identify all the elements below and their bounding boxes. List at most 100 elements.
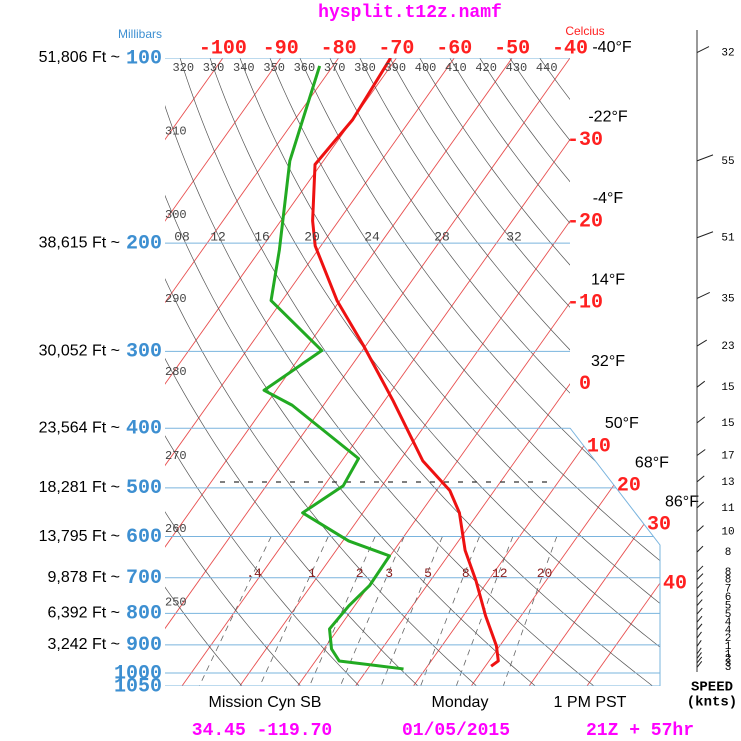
pressure-tick-label: 100: [126, 47, 162, 70]
wind-barb: [696, 380, 706, 388]
wind-speed-label: 5: [725, 609, 732, 621]
mixing-ratio-label: 3: [385, 566, 393, 581]
mixing-ratio-label: .4: [246, 566, 262, 581]
isotherm: [165, 58, 455, 686]
theta-w-label: 12: [210, 229, 226, 244]
dry-adiabat: [449, 58, 660, 686]
pressure-tick-label: 1000: [114, 662, 162, 685]
altitude-label: 9,878 Ft ~: [48, 569, 121, 586]
isotherm: [181, 58, 629, 686]
dry-adiabat: [165, 58, 243, 686]
altitude-label: 3,242 Ft ~: [48, 636, 121, 653]
theta-label: 340: [233, 61, 255, 75]
dry-adiabat: [479, 58, 660, 686]
dry-adiabat: [209, 58, 660, 686]
isotherm: [165, 58, 397, 686]
isotherm: [528, 58, 660, 686]
wind-speed-label: 2: [725, 653, 732, 665]
temperature-tick-label: -100: [199, 37, 247, 60]
wind-barb: [696, 590, 703, 598]
mixing-ratio-label: 2: [356, 566, 364, 581]
temperature-tick-label: -80: [321, 37, 357, 60]
wind-barb: [696, 449, 706, 456]
altitude-label: 38,615 Ft ~: [39, 234, 120, 251]
wind-barb: [696, 631, 702, 639]
theta-label: 310: [165, 124, 187, 138]
theta-w-label: 16: [254, 229, 270, 244]
temperature-tick-label: -30: [567, 129, 603, 152]
pressure-tick-label: 300: [126, 341, 162, 364]
wind-barb: [696, 647, 702, 655]
wind-barb: [696, 46, 710, 54]
theta-w-label: 28: [434, 229, 450, 244]
altitude-label: 13,795 Ft ~: [39, 528, 120, 545]
theta-label: 270: [165, 449, 187, 463]
altitude-label: 23,564 Ft ~: [39, 419, 120, 436]
theta-label: 420: [475, 61, 497, 75]
wind-barb: [696, 640, 702, 647]
pressure-tick-label: 900: [126, 634, 162, 657]
dry-adiabat: [239, 58, 660, 686]
wind-barb: [696, 545, 704, 553]
isotherm: [165, 58, 571, 686]
mixing-ratio-line: [198, 536, 272, 686]
theta-label: 400: [415, 61, 437, 75]
theta-label: 390: [384, 61, 406, 75]
dry-adiabat: [509, 58, 660, 686]
theta-label: 250: [165, 595, 187, 609]
wind-speed-label: 35: [721, 293, 734, 305]
wind-barb: [696, 573, 704, 580]
theta-label: 260: [165, 522, 187, 536]
chart-title: hysplit.t12z.namf: [318, 3, 502, 23]
time: 1 PM PST: [554, 694, 627, 711]
fahrenheit-label: 50°F: [605, 415, 639, 432]
theta-label: 280: [165, 365, 187, 379]
theta-label: 430: [506, 61, 528, 75]
fahrenheit-label: -4°F: [593, 190, 624, 207]
temperature-tick-label: -60: [436, 37, 472, 60]
temperature-tick-label: 40: [663, 572, 687, 595]
temperature-tick-label: 0: [579, 373, 591, 396]
fahrenheit-label: 68°F: [635, 454, 669, 471]
wind-speed-label: 8: [725, 567, 732, 579]
wind-speed-label: 55: [721, 156, 734, 168]
wind-barb: [696, 599, 703, 606]
mixing-ratio-label: 20: [537, 566, 553, 581]
dry-adiabat: [179, 58, 653, 686]
isotherm: [165, 58, 224, 686]
fahrenheit-label: 86°F: [665, 493, 699, 510]
temperature-tick-label: -40: [552, 37, 588, 60]
wind-speed-label: 51: [721, 233, 735, 245]
dry-adiabat: [419, 58, 660, 686]
wind-barb: [696, 615, 703, 623]
wind-speed-label: 15: [721, 418, 734, 430]
dry-adiabat: [165, 58, 595, 686]
mixing-ratio-line: [420, 536, 480, 686]
plot-border: [569, 427, 661, 686]
temperature-tick-label: -50: [494, 37, 530, 60]
wind-barb: [696, 525, 704, 532]
mixing-ratio-line: [259, 536, 329, 686]
wind-speed-label: 13: [721, 477, 734, 489]
theta-label: 300: [165, 208, 187, 222]
x-axis-label: Celcius: [565, 24, 604, 38]
altitude-label: 18,281 Ft ~: [39, 479, 120, 496]
mixing-ratio-line: [380, 536, 443, 686]
temperature-tick-label: -20: [567, 210, 603, 233]
wind-barb: [696, 475, 705, 483]
dry-adiabat: [165, 58, 419, 686]
wind-barb: [696, 501, 705, 509]
wind-speed-label: 3: [725, 662, 732, 674]
wind-barb: [696, 652, 702, 659]
wind-speed-label: 2: [725, 633, 732, 645]
wind-speed-label: 8: [725, 547, 732, 559]
dry-adiabat: [299, 58, 660, 686]
theta-w-label: 08: [174, 229, 190, 244]
temperature-tick-label: 20: [617, 474, 641, 497]
dry-adiabat: [165, 58, 477, 686]
profile-line: [262, 65, 404, 671]
altitude-label: 51,806 Ft ~: [39, 49, 120, 66]
run: 21Z + 57hr: [586, 721, 694, 741]
wind-speed-label: 4: [725, 617, 732, 629]
